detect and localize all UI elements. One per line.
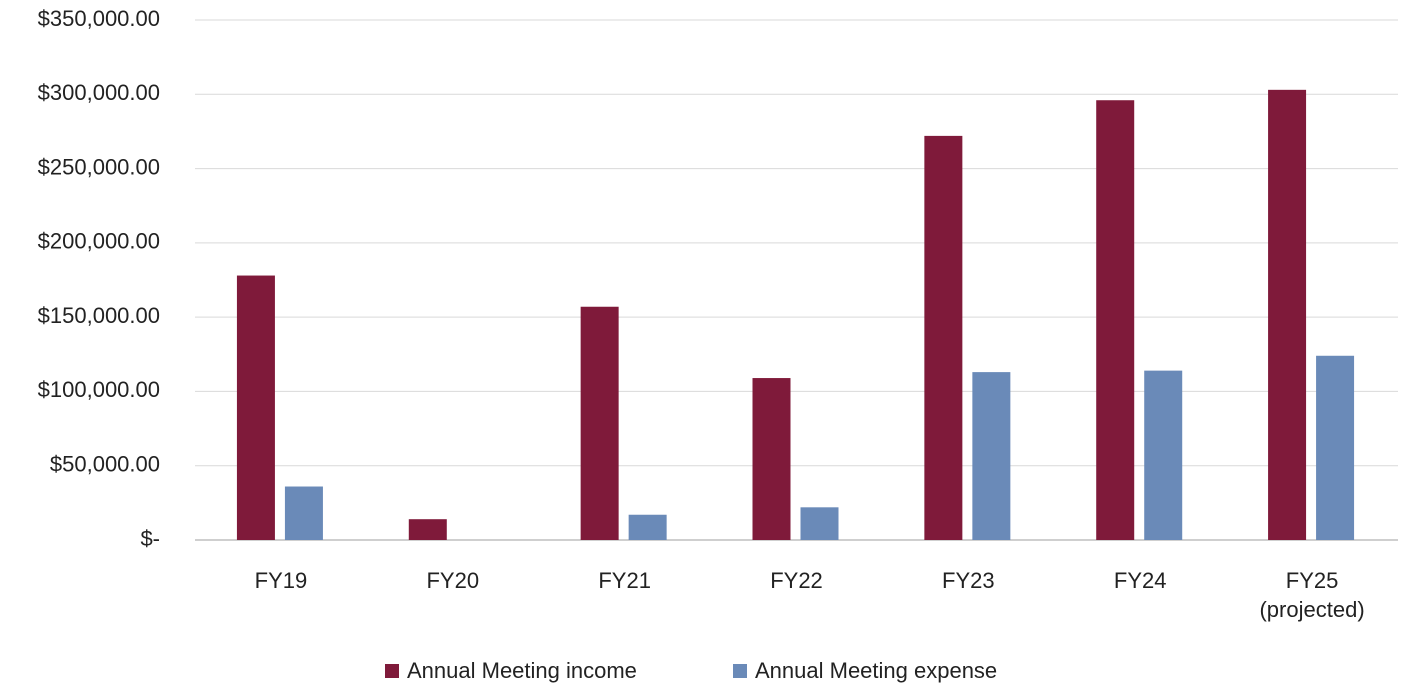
legend-label: Annual Meeting income <box>407 658 637 683</box>
bar <box>580 306 619 540</box>
bar <box>236 275 275 540</box>
bar <box>628 514 667 540</box>
bar <box>924 135 963 540</box>
bar <box>1268 89 1307 540</box>
legend-swatch <box>733 664 747 678</box>
y-tick-label: $250,000.00 <box>38 154 160 179</box>
x-tick-label: FY22 <box>770 568 823 593</box>
legend-swatch <box>385 664 399 678</box>
bar <box>800 507 839 540</box>
y-tick-label: $50,000.00 <box>50 452 160 477</box>
y-tick-label: $300,000.00 <box>38 80 160 105</box>
x-tick-label: FY21 <box>598 568 651 593</box>
x-tick-label: FY24 <box>1113 568 1167 593</box>
legend-label: Annual Meeting expense <box>755 658 997 683</box>
bar <box>1144 370 1183 540</box>
bar <box>752 378 791 540</box>
y-tick-label: $100,000.00 <box>38 377 160 402</box>
bar <box>972 372 1011 540</box>
y-tick-label: $350,000.00 <box>38 6 160 31</box>
x-tick-label: FY20 <box>426 568 480 593</box>
bar <box>284 486 323 540</box>
x-tick-label: FY25 (projected) <box>1259 568 1365 622</box>
y-tick-label: $200,000.00 <box>38 229 160 254</box>
bar <box>408 519 447 540</box>
bar <box>1316 355 1355 540</box>
x-tick-label: FY19 <box>254 568 308 593</box>
y-tick-label: $150,000.00 <box>38 303 160 328</box>
x-tick-label: FY23 <box>942 568 995 593</box>
y-tick-label: $- <box>140 526 160 551</box>
bar <box>1096 100 1135 540</box>
